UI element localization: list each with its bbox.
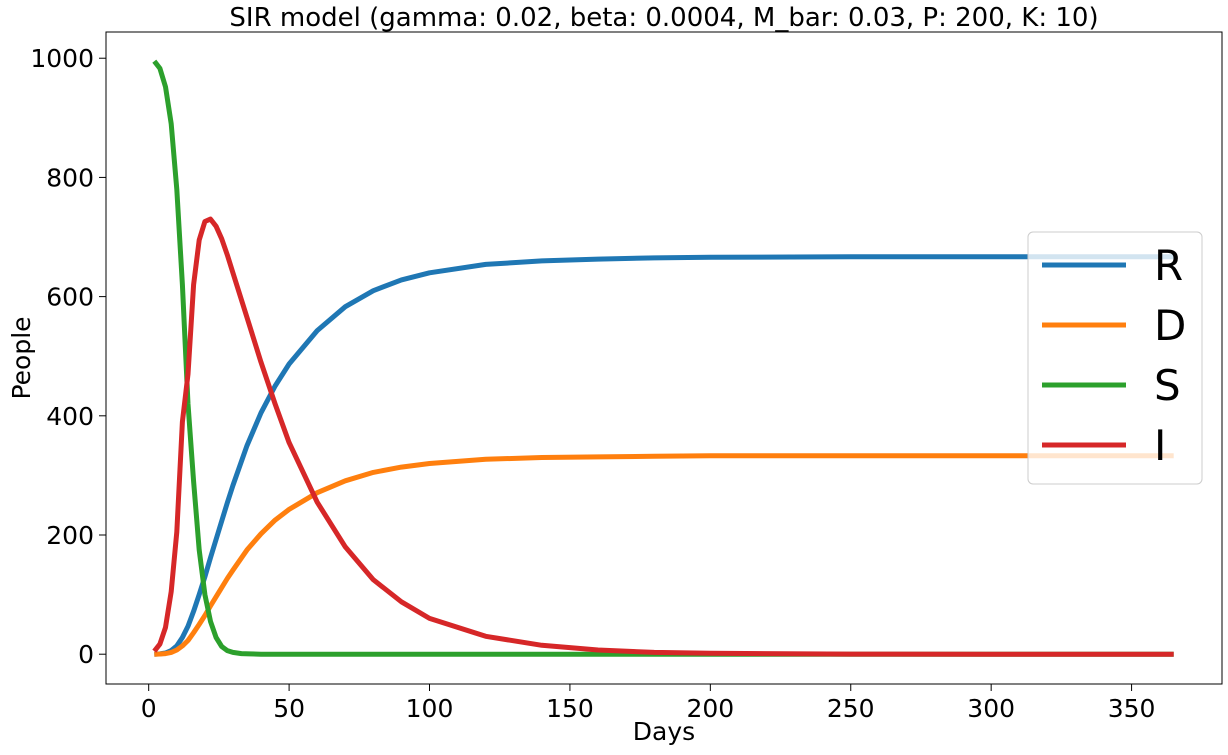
legend-label-s: S <box>1154 361 1181 410</box>
x-tick-label: 100 <box>406 694 454 723</box>
series-line-s <box>152 59 1174 657</box>
x-axis-label: Days <box>633 717 695 746</box>
chart-title: SIR model (gamma: 0.02, beta: 0.0004, M_… <box>229 3 1098 33</box>
series-line-i <box>152 216 1174 657</box>
legend-label-d: D <box>1154 301 1186 350</box>
y-tick-label: 200 <box>46 521 94 550</box>
series-line-r <box>154 254 1174 657</box>
y-tick-label: 600 <box>46 283 94 312</box>
legend-label-i: I <box>1154 421 1166 470</box>
y-tick-label: 0 <box>78 640 94 669</box>
x-tick-label: 250 <box>827 694 875 723</box>
x-tick-label: 50 <box>273 694 305 723</box>
x-tick-label: 300 <box>967 694 1015 723</box>
y-tick-label: 800 <box>46 163 94 192</box>
x-tick-label: 350 <box>1108 694 1156 723</box>
legend-label-r: R <box>1154 241 1183 290</box>
series-layer <box>152 59 1174 657</box>
x-tick-label: 0 <box>141 694 157 723</box>
x-tick-label: 150 <box>546 694 594 723</box>
x-tick-label: 200 <box>686 694 734 723</box>
y-tick-label: 400 <box>46 402 94 431</box>
x-axis-ticks: 0 50 100 150 200 250 300 350 <box>141 684 1156 723</box>
y-tick-label: 1000 <box>30 44 94 73</box>
y-axis-ticks: 0 200 400 600 800 1000 <box>30 44 106 669</box>
legend-box <box>1027 231 1203 485</box>
y-axis-label: People <box>7 316 36 399</box>
series-line-d <box>154 453 1174 657</box>
